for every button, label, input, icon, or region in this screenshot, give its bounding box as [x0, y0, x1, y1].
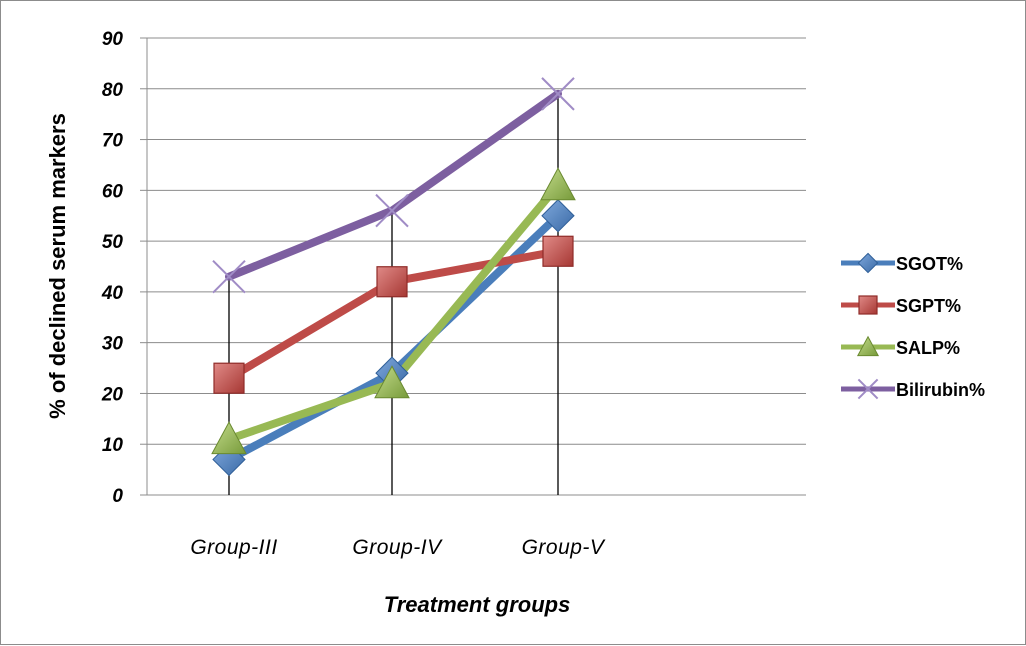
legend-label: SGPT%	[896, 296, 961, 316]
data-point-SALP%-Group-IV	[374, 365, 410, 399]
x-tick-label: Group-V	[522, 536, 606, 559]
x-axis-tick-labels: Group-III Group-IV Group-V	[190, 536, 606, 559]
legend-item: SGPT%	[841, 295, 961, 316]
data-point-Bilirubin%-Group-IV	[375, 193, 409, 228]
legend-marker	[858, 295, 878, 315]
data-point-SALP%-Group-III	[211, 421, 247, 455]
legend-label: Bilirubin%	[896, 380, 985, 400]
y-tick-label: 30	[102, 334, 124, 355]
legend-item: Bilirubin%	[841, 378, 985, 400]
data-point-SGOT%-Group-V	[541, 199, 575, 233]
series-markers	[211, 77, 576, 477]
data-point-SGPT%-Group-V	[542, 235, 574, 267]
y-tick-label: 70	[102, 131, 124, 152]
y-tick-label: 80	[102, 80, 124, 101]
data-point-SGPT%-Group-III	[213, 362, 245, 394]
series-line-SALP%	[225, 181, 562, 444]
legend-item: SALP%	[841, 335, 960, 358]
y-tick-label: 0	[112, 486, 123, 507]
legend-marker	[857, 378, 879, 400]
data-point-Bilirubin%-Group-III	[212, 259, 246, 294]
data-point-Bilirubin%-Group-V	[541, 77, 575, 111]
legend-item: SGOT%	[841, 252, 963, 274]
y-tick-label: 40	[101, 283, 124, 304]
y-tick-label: 20	[101, 384, 124, 405]
legend-label: SALP%	[896, 338, 960, 358]
y-tick-label: 10	[102, 435, 124, 456]
data-point-SALP%-Group-V	[540, 167, 576, 201]
y-axis-title: % of declined serum markers	[45, 113, 70, 419]
legend-marker	[856, 335, 880, 357]
x-tick-label: Group-III	[190, 536, 277, 559]
legend-marker	[857, 252, 879, 274]
y-tick-label: 50	[102, 232, 124, 253]
y-axis-tick-labels: 0 10 20 30 40 50 60 70 80 90	[101, 29, 124, 507]
legend: SGOT% SGPT% SALP% Bilirubin%	[841, 252, 985, 400]
data-point-SGPT%-Group-IV	[376, 266, 408, 298]
y-tick-label: 60	[102, 181, 124, 202]
x-axis-title: Treatment groups	[384, 592, 571, 617]
y-tick-label: 90	[102, 29, 124, 50]
legend-label: SGOT%	[896, 254, 963, 274]
x-tick-label: Group-IV	[352, 536, 443, 559]
